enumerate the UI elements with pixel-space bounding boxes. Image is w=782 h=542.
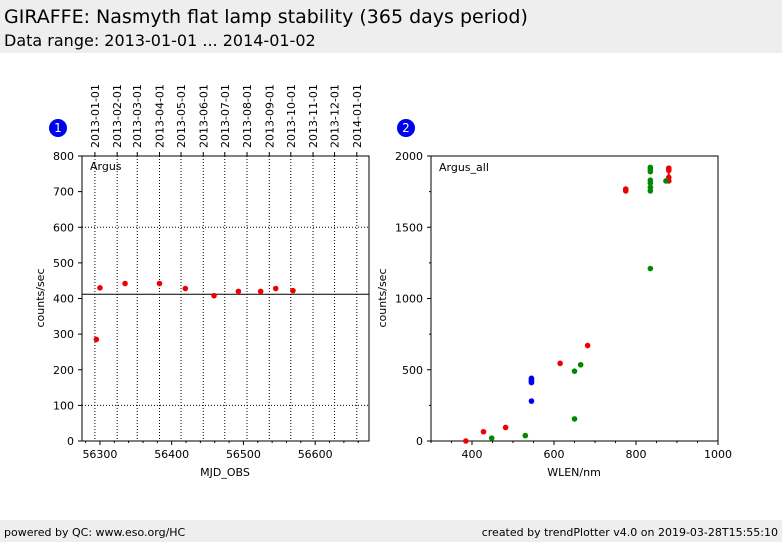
data-point [522,432,529,439]
panel-2-badge [397,119,415,137]
panel-1-label: Argus [90,160,122,173]
top-date-label: 2013-08-01 [241,84,254,148]
panel-2-xlabel: WLEN/nm [547,466,601,479]
x-tick-label: 1000 [704,448,732,461]
data-point [257,288,264,295]
data-point [571,368,578,374]
top-date-label: 2013-04-01 [153,84,166,148]
top-date-label: 2013-05-01 [175,84,188,148]
y-tick-label: 1500 [395,221,423,234]
page-title: GIRAFFE: Nasmyth flat lamp stability (36… [4,6,528,28]
y-tick-label: 700 [53,186,74,199]
data-point [156,280,163,287]
x-tick-label: 600 [544,448,565,461]
y-tick-label: 800 [53,150,74,163]
top-date-label: 2013-09-01 [263,84,276,148]
panel-2-number: 2 [402,121,410,135]
data-point [502,424,509,431]
panel-1-frame [81,155,370,442]
top-date-label: 2014-01-01 [351,84,364,148]
panel-1-number: 1 [54,121,62,135]
data-point [622,186,629,192]
top-date-label: 2013-07-01 [219,84,232,148]
data-point [463,438,469,444]
y-tick-label: 1000 [395,293,423,306]
data-point [272,285,279,292]
data-point [584,342,591,349]
y-tick-label: 0 [416,435,423,448]
y-tick-label: 100 [53,399,74,412]
page-subtitle: Data range: 2013-01-01 ... 2014-01-02 [4,31,316,50]
data-point [235,288,242,295]
y-tick-label: 0 [67,435,74,448]
y-tick-label: 200 [53,364,74,377]
x-tick-label: 56400 [154,448,189,461]
data-point [571,416,578,422]
data-point [122,280,128,287]
data-point [97,285,103,291]
footer-timestamp: created by trendPlotter v4.0 on 2019-03-… [481,526,778,539]
data-point [577,361,584,368]
data-point [647,177,654,184]
header-bar: GIRAFFE: Nasmyth flat lamp stability (36… [0,0,782,53]
y-tick-label: 300 [53,328,74,341]
data-point [663,178,669,184]
top-date-label: 2013-12-01 [329,84,342,148]
data-point [211,292,217,299]
top-date-label: 2013-03-01 [131,84,144,148]
top-date-label: 2013-11-01 [307,84,320,148]
data-point [93,336,100,343]
data-point [290,287,296,294]
panel-1-badge [49,119,67,137]
top-date-label: 2013-02-01 [111,84,124,148]
x-tick-label: 400 [462,448,483,461]
y-tick-label: 600 [53,221,74,234]
data-point [647,265,654,272]
data-point [647,164,654,171]
data-point [528,398,535,404]
panel-2: 2 Argus_all WLEN/nm counts/sec 0 500 1000 1… [376,119,732,479]
y-tick-label: 400 [53,293,74,306]
data-point [488,435,495,441]
panel-1: 1 Argus MJD_OBS counts/sec 0 100 200 300 400… [34,84,370,479]
panel-1-xlabel: MJD_OBS [200,466,250,479]
top-date-label: 2013-06-01 [197,84,210,148]
panel-2-frame [430,155,719,442]
x-tick-label: 56300 [82,448,117,461]
x-tick-label: 56600 [298,448,333,461]
panel-1-ylabel: counts/sec [34,268,47,327]
panel-2-label: Argus_all [439,161,489,174]
data-point [480,428,487,435]
x-tick-label: 56500 [226,448,261,461]
x-tick-label: 800 [626,448,647,461]
data-point [557,360,563,367]
y-tick-label: 500 [53,257,74,270]
panel-2-ylabel: counts/sec [376,268,389,327]
data-point [182,285,189,292]
data-point [647,184,654,191]
y-tick-label: 2000 [395,150,423,163]
footer-bar: powered by QC: www.eso.org/HC created by… [0,520,782,542]
data-point [528,375,535,382]
top-date-label: 2013-01-01 [89,84,102,148]
data-point [666,165,672,171]
top-date-label: 2013-10-01 [285,84,298,148]
footer-credit: powered by QC: www.eso.org/HC [4,526,186,539]
y-tick-label: 500 [402,364,423,377]
